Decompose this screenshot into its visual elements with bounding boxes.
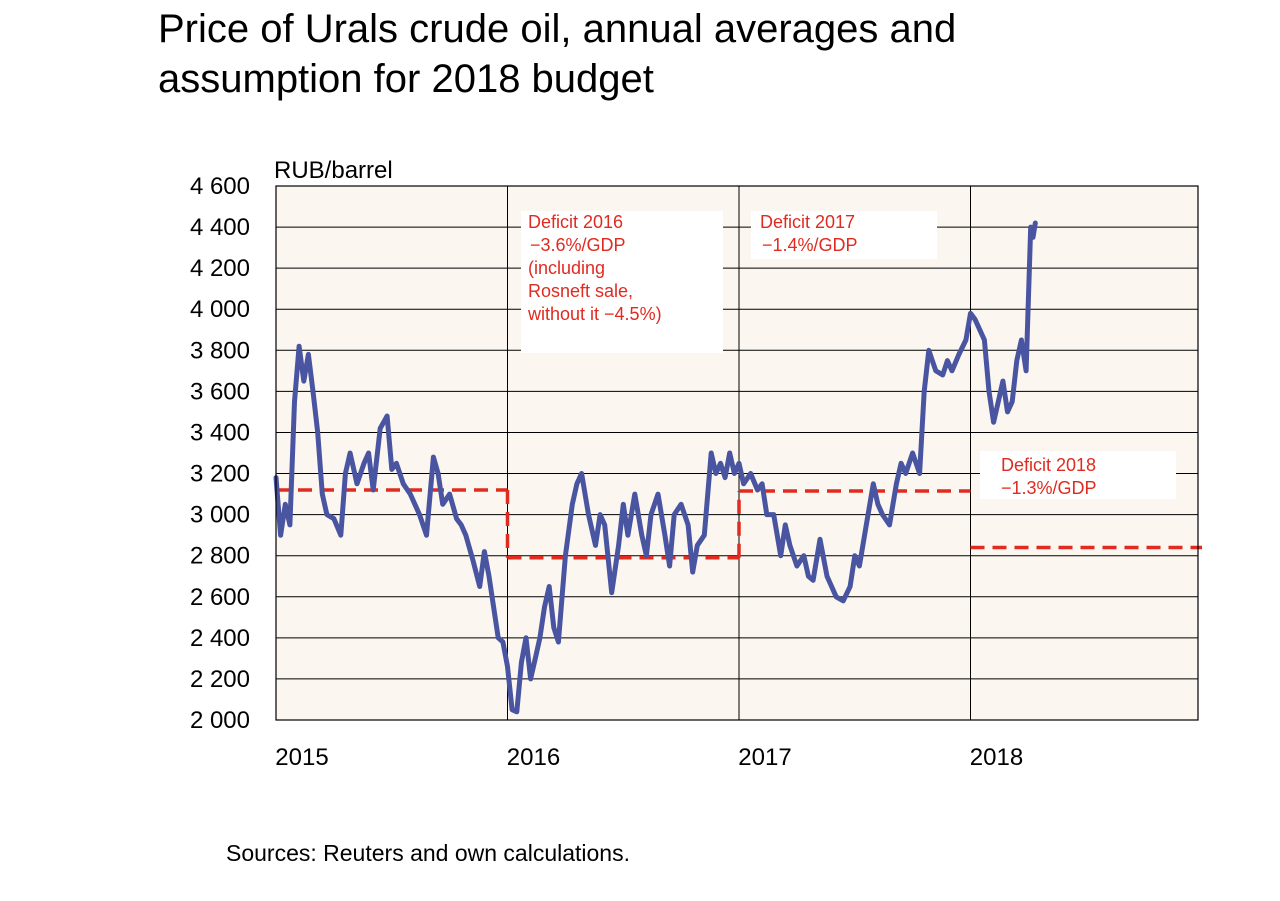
y-tick-label: 2 200	[190, 666, 250, 693]
annotation-layer: Deficit 2016 −3.6%/GDP (including Rosneft s…	[521, 211, 1176, 499]
deficit-annotation: Deficit 2016 −3.6%/GDP (including Rosneft s…	[521, 211, 723, 353]
source-note: Sources: Reuters and own calculations.	[226, 840, 630, 866]
annotation-text: Deficit 2016	[528, 212, 623, 232]
x-tick-label: 2018	[970, 744, 1023, 771]
y-axis-unit-label: RUB/barrel	[274, 157, 393, 184]
x-tick-label: 2017	[738, 744, 791, 771]
y-tick-label: 2 000	[190, 707, 250, 734]
y-tick-label: 3 200	[190, 461, 250, 488]
plot-frame	[275, 185, 1199, 721]
y-tick-label: 2 400	[190, 625, 250, 652]
series-line	[273, 220, 1038, 715]
annotation-box	[521, 211, 723, 353]
y-tick-label: 4 600	[190, 173, 250, 200]
y-axis: 2 000 2 200 2 400 2 600 2 800 3 000 3 200 3 400…	[190, 173, 250, 734]
annotation-box	[980, 451, 1176, 499]
annotation-text: Deficit 2017	[760, 212, 855, 232]
x-axis: 2015 2016 2017 2018	[275, 744, 1023, 771]
y-tick-label: 3 800	[190, 337, 250, 364]
series-layer	[273, 220, 1038, 715]
x-tick-label: 2015	[275, 744, 328, 771]
annotation-text: −3.6%/GDP	[530, 235, 626, 255]
y-tick-label: 4 400	[190, 214, 250, 241]
annotation-text: Deficit 2018	[1001, 455, 1096, 475]
y-tick-label: 2 600	[190, 584, 250, 611]
chart-title: Price of Urals crude oil, annual average…	[158, 7, 957, 101]
y-tick-label: 4 200	[190, 255, 250, 282]
deficit-annotation: Deficit 2018 −1.3%/GDP	[980, 451, 1176, 499]
y-tick-label: 2 800	[190, 543, 250, 570]
x-tick-label: 2016	[507, 744, 560, 771]
y-tick-label: 3 000	[190, 502, 250, 529]
y-tick-label: 3 600	[190, 378, 250, 405]
frame-layer	[275, 185, 1199, 721]
deficit-annotation: Deficit 2017 −1.4%/GDP	[751, 211, 937, 259]
annotation-box	[751, 211, 937, 259]
annotation-text: −1.3%/GDP	[1001, 478, 1097, 498]
annotation-text: without it −4.5%)	[527, 304, 662, 324]
y-tick-label: 4 000	[190, 296, 250, 323]
annotation-text: (including	[528, 258, 605, 278]
budget-layer	[276, 488, 1202, 560]
annotation-text: Rosneft sale,	[528, 281, 633, 301]
annotation-text: −1.4%/GDP	[762, 235, 858, 255]
y-tick-label: 3 400	[190, 419, 250, 446]
